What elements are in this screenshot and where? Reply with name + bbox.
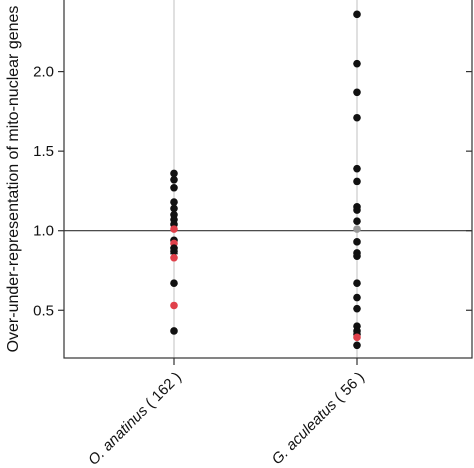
- data-point: [170, 204, 178, 213]
- data-point: [170, 301, 178, 310]
- data-point: [170, 198, 178, 206]
- data-point: [353, 177, 361, 186]
- data-points: ×: [168, 10, 361, 350]
- data-point: [353, 252, 361, 260]
- species-name: G. aculeatus: [269, 396, 341, 468]
- data-point: [353, 225, 361, 233]
- mean-marker: ×: [168, 243, 180, 259]
- data-point: [170, 253, 178, 262]
- x-category-label: O. anatinus ( 162 ): [85, 369, 185, 468]
- y-tick-label: 0.5: [33, 302, 54, 319]
- data-point: [170, 279, 178, 288]
- y-axis-title: Over-under-representation of mito-nuclea…: [5, 6, 22, 353]
- y-axis: 0.5 1.0 1.5 2.0: [33, 64, 64, 319]
- data-point: [170, 327, 178, 335]
- data-point: [353, 341, 361, 350]
- data-point: [170, 225, 178, 233]
- data-point: [353, 206, 361, 214]
- data-point: [353, 88, 361, 97]
- x-axis: O. anatinus ( 162 ) G. aculeatus ( 56 ): [85, 358, 368, 468]
- data-point: [353, 333, 361, 342]
- plot-frame: [63, 0, 473, 359]
- data-point: [170, 247, 178, 256]
- data-point: [353, 164, 361, 173]
- data-point: [353, 113, 361, 122]
- data-point: [353, 279, 361, 288]
- sample-count: ( 56 ): [328, 369, 368, 409]
- data-point: [353, 304, 361, 313]
- y-tick-label: 1.0: [33, 223, 54, 240]
- data-point: [353, 238, 361, 246]
- x-category-label: G. aculeatus ( 56 ): [269, 369, 368, 468]
- data-point: [170, 183, 178, 192]
- data-point: [353, 217, 361, 225]
- species-name: O. anatinus: [85, 402, 152, 468]
- data-point: [353, 10, 361, 19]
- grid-layer: [173, 0, 358, 358]
- data-point: [170, 175, 178, 184]
- data-point: [353, 293, 361, 302]
- data-point: [353, 59, 361, 68]
- y-axis-right-ticks: [466, 70, 472, 311]
- y-tick-label: 1.5: [33, 143, 54, 160]
- sample-count: ( 162 ): [139, 369, 185, 415]
- data-point: [170, 169, 178, 178]
- y-tick-label: 2.0: [33, 64, 54, 81]
